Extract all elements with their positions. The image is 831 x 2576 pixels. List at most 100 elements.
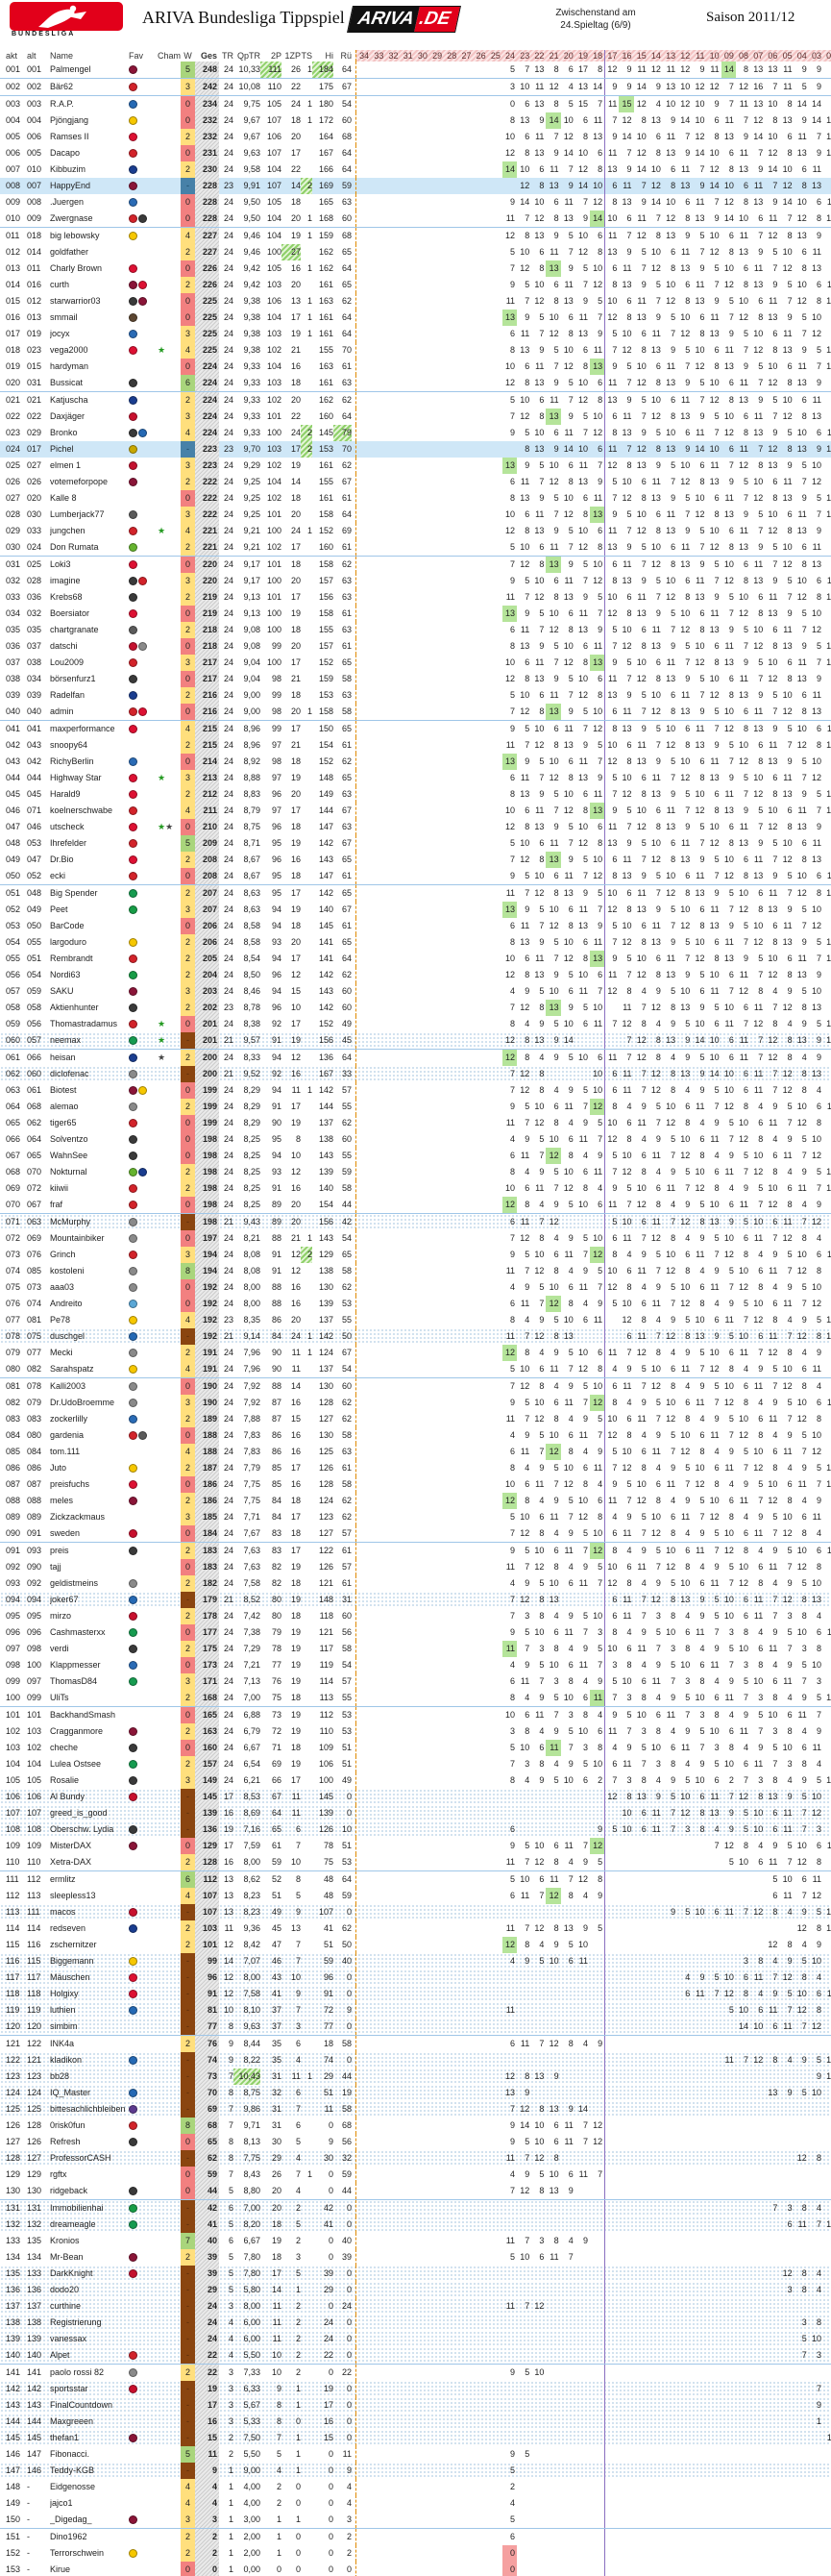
table-row[interactable]: 015 012 starwarrior03 0 225 24 9,38 106 13 1 163 62… bbox=[0, 293, 831, 310]
day-column-header[interactable]: 04 bbox=[796, 51, 807, 61]
cell-name[interactable]: Juto bbox=[50, 1463, 67, 1473]
table-row[interactable]: 056 054 Nordi63 2 204 24 8,50 96 12 142 62 12 8 13 9 5 1… bbox=[0, 967, 831, 983]
cell-name[interactable]: big lebowsky bbox=[50, 231, 100, 240]
table-row[interactable]: 079 077 Mecki 2 191 24 7,96 90 11 1 124 67 12 8 4 9 5 10 6… bbox=[0, 1345, 831, 1361]
table-row[interactable]: 023 029 Bronko 4 224 24 9,33 100 24 2 145 79 9 5 10 6 11… bbox=[0, 425, 831, 441]
table-row[interactable]: 011 018 big lebowsky 4 227 24 9,46 104 19 1 159 68 1… bbox=[0, 228, 831, 244]
day-column-header[interactable]: 16 bbox=[622, 51, 632, 61]
cell-name[interactable]: diclofenac bbox=[50, 1069, 89, 1078]
table-row[interactable]: 069 072 kiiwii 2 198 24 8,25 91 16 140 58 10 6 11 7 12 8… bbox=[0, 1180, 831, 1197]
table-row[interactable]: 063 061 Biotest 0 199 24 8,29 94 11 1 142 57 7 12 8 4 9 5… bbox=[0, 1082, 831, 1099]
cell-name[interactable]: utscheck bbox=[50, 822, 85, 831]
table-row[interactable]: 047 046 utscheck ★★ 0 210 24 8,75 96 18 147 63 12 8 13… bbox=[0, 819, 831, 835]
day-column-header[interactable]: 34 bbox=[359, 51, 370, 61]
cell-name[interactable]: jocyx bbox=[50, 329, 70, 338]
table-row[interactable]: 020 031 Bussicat 6 224 24 9,33 103 18 161 63 12 8 13 9… bbox=[0, 375, 831, 392]
cell-name[interactable]: Mountainbiker bbox=[50, 1233, 105, 1243]
table-row[interactable]: 039 039 Radelfan 2 216 24 9,00 99 18 153 63 5 10 6 11 7… bbox=[0, 687, 831, 704]
cell-name[interactable]: börsenfurz1 bbox=[50, 674, 96, 683]
table-row[interactable]: 038 034 börsenfurz1 0 217 24 9,04 98 21 159 58 12 8 1… bbox=[0, 671, 831, 687]
table-row[interactable]: 085 084 tom.111 4 188 24 7,83 86 16 125 63 6 11 7 12 8 4… bbox=[0, 1444, 831, 1460]
cell-name[interactable]: tajj bbox=[50, 1562, 61, 1572]
cell-name[interactable]: Rembrandt bbox=[50, 954, 93, 963]
table-row[interactable]: 077 081 Pe78 4 192 23 8,35 86 20 137 55 8 4 9 5 10 6 11 12… bbox=[0, 1312, 831, 1328]
table-row[interactable]: 001 001 Palmengel 5 248 24 10,33 111 26 1 184 64 5 7 1… bbox=[0, 62, 831, 79]
table-row[interactable]: 080 082 Sarahspatz 4 191 24 7,96 90 11 137 54 5 10 6 1… bbox=[0, 1361, 831, 1378]
cell-name[interactable]: Kibbuzim bbox=[50, 164, 86, 174]
cell-name[interactable]: Harald9 bbox=[50, 789, 81, 799]
table-row[interactable]: 029 033 jungchen ★ 4 221 24 9,21 100 24 1 152 69 12 8 1… bbox=[0, 523, 831, 539]
cell-name[interactable]: geldistmeins bbox=[50, 1578, 99, 1588]
table-row[interactable]: 035 035 chartgranate 2 218 24 9,08 100 18 155 63 6 1… bbox=[0, 622, 831, 638]
column-header-qptr[interactable]: QpTR bbox=[236, 51, 260, 61]
table-row[interactable]: 094 094 joker67-179 21 8,52 80 19 148 31 7 12 8 13 6 1… bbox=[0, 1592, 831, 1608]
table-row[interactable]: 036 037 datschi 0 218 24 9,08 99 20 157 61 8 13 9 5 10 6… bbox=[0, 638, 831, 655]
day-column-header[interactable]: 14 bbox=[650, 51, 661, 61]
day-column-header[interactable]: 22 bbox=[534, 51, 545, 61]
day-column-header[interactable]: 10 bbox=[709, 51, 720, 61]
ariva-logo[interactable]: ARIVA .DE bbox=[347, 6, 462, 33]
day-column-header[interactable]: 07 bbox=[753, 51, 764, 61]
table-row[interactable]: 055 051 Rembrandt 2 205 24 8,54 94 17 141 64 10 6 11 7… bbox=[0, 951, 831, 967]
table-row[interactable]: 073 076 Grinch 3 194 24 8,08 91 12 2 129 65 9 5 10 6 11 7… bbox=[0, 1247, 831, 1263]
table-row[interactable]: 042 043 snoopy64 2 215 24 8,96 97 21 154 61 11 7 12 8 1… bbox=[0, 737, 831, 754]
cell-name[interactable]: largoduro bbox=[50, 937, 87, 947]
cell-name[interactable]: Andreito bbox=[50, 1299, 83, 1308]
cell-name[interactable]: Dr.Bio bbox=[50, 855, 74, 864]
table-row[interactable]: 070 067 fraf 0 198 24 8,25 89 20 154 44 12 8 4 9 5 10 6 11… bbox=[0, 1197, 831, 1214]
table-row[interactable]: 048 053 Ihrefelder 5 209 24 8,71 95 19 142 67 5 10 6 1… bbox=[0, 835, 831, 852]
cell-name[interactable]: Krebs68 bbox=[50, 592, 83, 602]
column-header-ges[interactable]: Ges bbox=[200, 51, 217, 61]
table-row[interactable]: 006 005 Dacapo 0 231 24 9,63 107 17 167 64 12 8 13 9 14… bbox=[0, 145, 831, 161]
day-column-header[interactable]: 29 bbox=[432, 51, 443, 61]
table-row[interactable]: 028 030 Lumberjack77 3 222 24 9,25 101 20 158 64 10… bbox=[0, 507, 831, 523]
cell-name[interactable]: jungchen bbox=[50, 526, 86, 535]
table-row[interactable]: 096 096 Cashmasterxx 0 177 24 7,38 79 19 121 56 9 5 1… bbox=[0, 1624, 831, 1641]
cell-name[interactable]: Sarahspatz bbox=[50, 1364, 94, 1374]
table-row[interactable]: 007 010 Kibbuzim 2 230 24 9,58 104 22 166 64 14 10 6 1… bbox=[0, 161, 831, 178]
table-row[interactable]: 008 007 HappyEnd -228 23 9,91 107 14 2 169 59 12 8 13… bbox=[0, 178, 831, 194]
table-row[interactable]: 034 032 Boersiator 0 219 24 9,13 100 19 158 61 13 9 5… bbox=[0, 606, 831, 622]
cell-name[interactable]: Dacapo bbox=[50, 148, 81, 158]
table-row[interactable]: 090 091 sweden 0 184 24 7,67 83 18 127 57 7 12 8 4 9 5 10… bbox=[0, 1525, 831, 1543]
column-header-ts[interactable]: TS bbox=[301, 51, 312, 61]
day-column-header[interactable]: 05 bbox=[782, 51, 793, 61]
cell-name[interactable]: Charly Brown bbox=[50, 263, 103, 273]
column-header-champ[interactable]: Champ bbox=[158, 51, 181, 61]
cell-name[interactable]: Lou2009 bbox=[50, 657, 85, 667]
table-row[interactable]: 068 070 Nokturnal 2 198 24 8,25 93 12 139 59 8 4 9 5 10… bbox=[0, 1164, 831, 1180]
cell-name[interactable]: tom.111 bbox=[50, 1447, 81, 1456]
table-row[interactable]: 052 049 Peet 3 207 24 8,63 94 19 140 67 13 9 5 10 6 11 7 1… bbox=[0, 902, 831, 918]
cell-name[interactable]: snoopy64 bbox=[50, 740, 88, 750]
column-header-w[interactable]: W bbox=[183, 51, 192, 61]
column-header-rue[interactable]: Rü bbox=[340, 51, 352, 61]
day-column-header[interactable]: 23 bbox=[520, 51, 530, 61]
table-row[interactable]: 059 056 Thomastradamus ★ 0 201 24 8,38 92 17 152 49… bbox=[0, 1016, 831, 1032]
cell-name[interactable]: neemax bbox=[50, 1035, 82, 1045]
day-column-header[interactable]: 24 bbox=[505, 51, 516, 61]
cell-name[interactable]: meles bbox=[50, 1496, 74, 1505]
column-header-p2[interactable]: 2P bbox=[270, 51, 281, 61]
table-row[interactable]: 087 087 preisfuchs 0 186 24 7,75 85 16 128 58 10 6 11… bbox=[0, 1476, 831, 1493]
table-row[interactable]: 032 028 imagine 3 220 24 9,17 100 20 157 63 9 5 10 6 11… bbox=[0, 573, 831, 589]
table-row[interactable]: 062 060 diclofenac -200 21 9,52 92 16 167 33 7 12 8 1… bbox=[0, 1066, 831, 1082]
table-row[interactable]: 072 069 Mountainbiker 0 197 24 8,21 88 21 1 143 54 7… bbox=[0, 1230, 831, 1247]
day-column-header[interactable]: 19 bbox=[577, 51, 588, 61]
cell-name[interactable]: Don Rumata bbox=[50, 542, 99, 552]
column-header-alt[interactable]: alt bbox=[27, 51, 37, 61]
day-column-header[interactable]: 21 bbox=[549, 51, 559, 61]
table-row[interactable]: 050 052 ecki 0 208 24 8,67 95 18 147 61 9 5 10 6 11 7 12 8… bbox=[0, 868, 831, 885]
table-row[interactable]: 030 024 Don Rumata 2 221 24 9,21 102 17 160 61 5 10 6… bbox=[0, 539, 831, 557]
table-row[interactable]: 016 013 smmail 0 225 24 9,38 104 17 1 161 64 13 9 5 10 6… bbox=[0, 310, 831, 326]
cell-name[interactable]: Palmengel bbox=[50, 64, 91, 74]
cell-name[interactable]: ecki bbox=[50, 871, 66, 880]
day-column-header[interactable]: 28 bbox=[447, 51, 457, 61]
column-header-tr[interactable]: TR bbox=[222, 51, 233, 61]
day-column-header[interactable]: 20 bbox=[563, 51, 574, 61]
cell-name[interactable]: datschi bbox=[50, 641, 78, 651]
cell-name[interactable]: vega2000 bbox=[50, 345, 88, 355]
column-header-akt[interactable]: akt bbox=[6, 51, 18, 61]
day-column-header[interactable]: 09 bbox=[723, 51, 734, 61]
cell-name[interactable]: joker67 bbox=[50, 1595, 79, 1604]
table-row[interactable]: 033 036 Krebs68 2 219 24 9,13 101 17 156 63 11 7 12 8 1… bbox=[0, 589, 831, 606]
